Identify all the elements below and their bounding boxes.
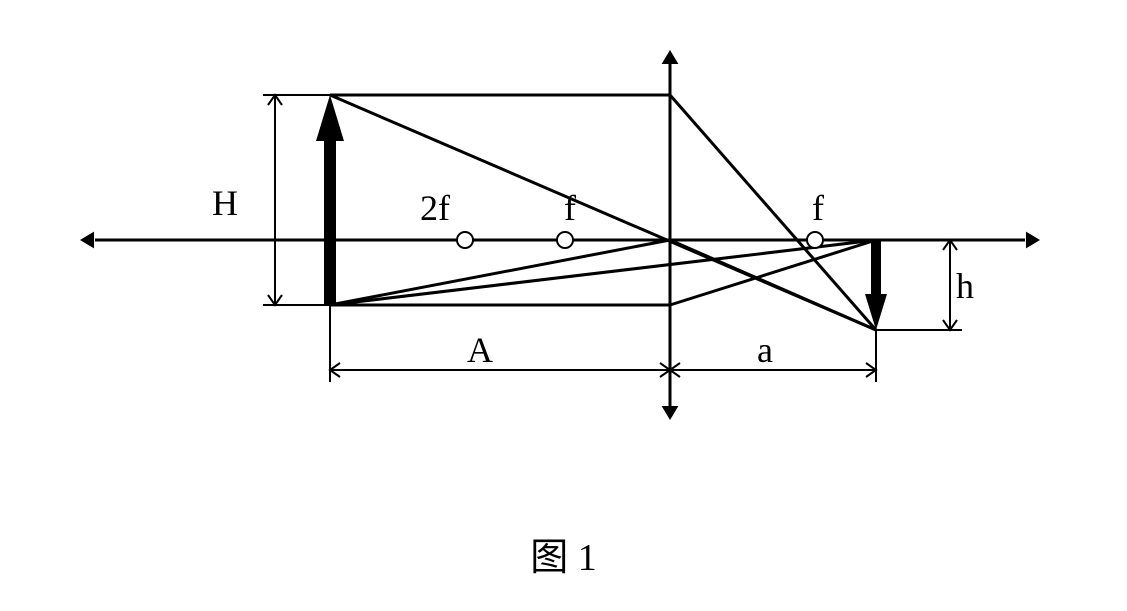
diagram-svg: 2f f f Hh Aa	[80, 40, 1040, 460]
svg-text:f: f	[564, 188, 576, 228]
svg-text:f: f	[812, 188, 824, 228]
svg-text:H: H	[212, 183, 238, 223]
svg-text:h: h	[956, 266, 974, 306]
svg-text:a: a	[757, 330, 773, 370]
svg-text:A: A	[467, 330, 493, 370]
optics-diagram: 2f f f Hh Aa	[80, 40, 1040, 460]
svg-text:2f: 2f	[420, 188, 450, 228]
figure-caption: 图 1	[530, 526, 597, 581]
